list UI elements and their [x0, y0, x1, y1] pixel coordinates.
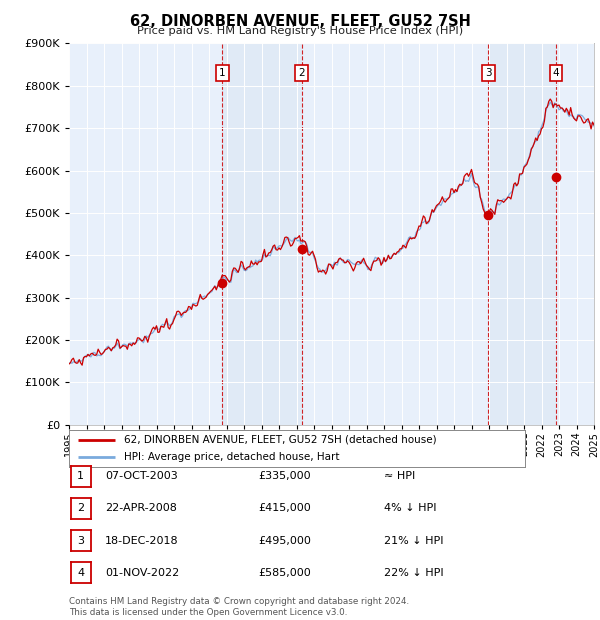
Text: Contains HM Land Registry data © Crown copyright and database right 2024.
This d: Contains HM Land Registry data © Crown c…	[69, 598, 409, 617]
Text: 62, DINORBEN AVENUE, FLEET, GU52 7SH: 62, DINORBEN AVENUE, FLEET, GU52 7SH	[130, 14, 470, 29]
Text: £495,000: £495,000	[258, 536, 311, 546]
Text: 22-APR-2008: 22-APR-2008	[105, 503, 177, 513]
Text: 3: 3	[77, 536, 84, 546]
Text: 2: 2	[77, 503, 84, 513]
Text: 4: 4	[77, 568, 84, 578]
Text: Price paid vs. HM Land Registry's House Price Index (HPI): Price paid vs. HM Land Registry's House …	[137, 26, 463, 36]
Text: ≈ HPI: ≈ HPI	[384, 471, 415, 481]
Text: £585,000: £585,000	[258, 568, 311, 578]
Text: 2: 2	[299, 68, 305, 78]
Text: 1: 1	[219, 68, 226, 78]
Text: 1: 1	[77, 471, 84, 481]
Text: 4: 4	[553, 68, 559, 78]
Text: 62, DINORBEN AVENUE, FLEET, GU52 7SH (detached house): 62, DINORBEN AVENUE, FLEET, GU52 7SH (de…	[124, 435, 436, 445]
Text: £415,000: £415,000	[258, 503, 311, 513]
Bar	[488, 43, 556, 425]
Text: HPI: Average price, detached house, Hart: HPI: Average price, detached house, Hart	[124, 452, 339, 462]
Text: 21% ↓ HPI: 21% ↓ HPI	[384, 536, 443, 546]
Text: £335,000: £335,000	[258, 471, 311, 481]
Text: 22% ↓ HPI: 22% ↓ HPI	[384, 568, 443, 578]
Text: 07-OCT-2003: 07-OCT-2003	[105, 471, 178, 481]
Text: 18-DEC-2018: 18-DEC-2018	[105, 536, 179, 546]
Text: 01-NOV-2022: 01-NOV-2022	[105, 568, 179, 578]
Bar	[223, 43, 302, 425]
Text: 4% ↓ HPI: 4% ↓ HPI	[384, 503, 437, 513]
Text: 3: 3	[485, 68, 491, 78]
